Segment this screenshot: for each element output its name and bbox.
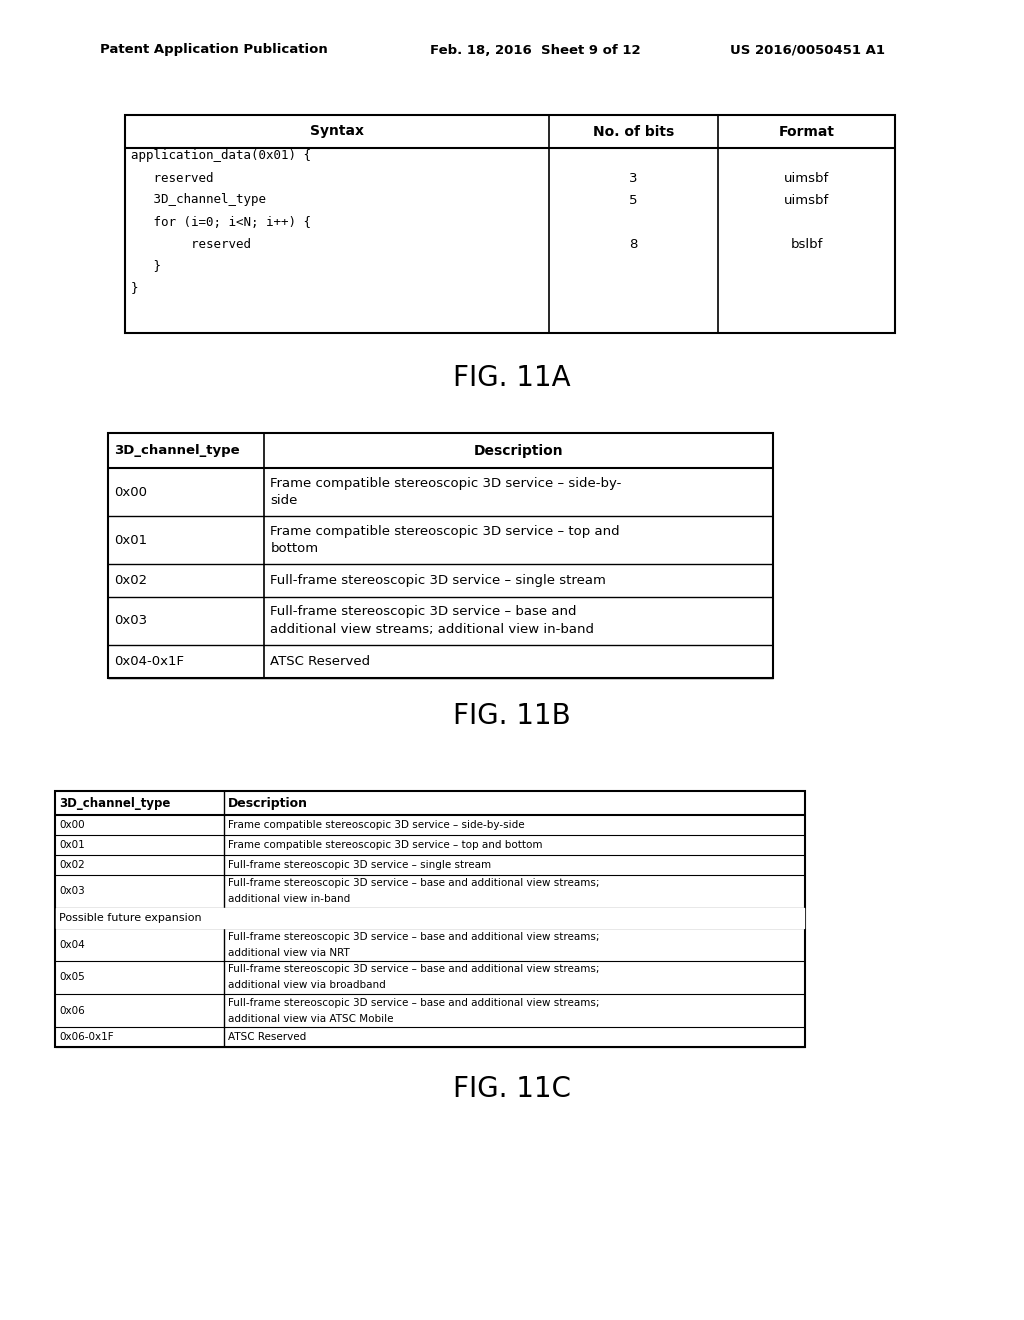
Text: 0x04: 0x04 (59, 940, 85, 949)
Text: FIG. 11C: FIG. 11C (453, 1074, 571, 1104)
Text: Frame compatible stereoscopic 3D service – side-by-: Frame compatible stereoscopic 3D service… (270, 477, 622, 490)
Text: 0x04-0x1F: 0x04-0x1F (114, 655, 184, 668)
Text: Feb. 18, 2016  Sheet 9 of 12: Feb. 18, 2016 Sheet 9 of 12 (430, 44, 641, 57)
Text: FIG. 11B: FIG. 11B (454, 702, 570, 730)
Text: reserved: reserved (131, 172, 213, 185)
Text: Description: Description (474, 444, 563, 458)
Text: Full-frame stereoscopic 3D service – base and additional view streams;: Full-frame stereoscopic 3D service – bas… (227, 998, 599, 1007)
Text: 0x01: 0x01 (114, 533, 147, 546)
Text: Full-frame stereoscopic 3D service – single stream: Full-frame stereoscopic 3D service – sin… (227, 861, 490, 870)
Text: reserved: reserved (131, 238, 251, 251)
Text: 3D_channel_type: 3D_channel_type (59, 796, 170, 809)
Text: US 2016/0050451 A1: US 2016/0050451 A1 (730, 44, 885, 57)
Text: 8: 8 (629, 238, 637, 251)
Text: Patent Application Publication: Patent Application Publication (100, 44, 328, 57)
Text: ATSC Reserved: ATSC Reserved (227, 1032, 306, 1041)
Text: 3D_channel_type: 3D_channel_type (114, 444, 240, 457)
Text: additional view via broadband: additional view via broadband (227, 981, 385, 990)
Text: additional view in-band: additional view in-band (227, 895, 350, 904)
Text: 0x00: 0x00 (59, 820, 85, 830)
Bar (125, 115, 895, 333)
Text: 0x06: 0x06 (59, 1006, 85, 1015)
Text: Frame compatible stereoscopic 3D service – side-by-side: Frame compatible stereoscopic 3D service… (227, 820, 524, 830)
Text: additional view via NRT: additional view via NRT (227, 948, 349, 957)
Text: Format: Format (778, 124, 835, 139)
Bar (108, 433, 773, 678)
Text: 0x05: 0x05 (59, 973, 85, 982)
Text: 0x02: 0x02 (59, 861, 85, 870)
Text: bottom: bottom (270, 543, 318, 556)
Text: application_data(0x01) {: application_data(0x01) { (131, 149, 311, 162)
Text: side: side (270, 495, 298, 507)
Text: Syntax: Syntax (309, 124, 364, 139)
Text: additional view via ATSC Mobile: additional view via ATSC Mobile (227, 1014, 393, 1023)
Text: additional view streams; additional view in-band: additional view streams; additional view… (270, 623, 594, 636)
Text: Frame compatible stereoscopic 3D service – top and bottom: Frame compatible stereoscopic 3D service… (227, 840, 543, 850)
Text: }: } (131, 281, 138, 294)
Text: 0x02: 0x02 (114, 574, 147, 587)
Text: No. of bits: No. of bits (593, 124, 674, 139)
Text: Full-frame stereoscopic 3D service – single stream: Full-frame stereoscopic 3D service – sin… (270, 574, 606, 587)
Text: 0x03: 0x03 (114, 615, 147, 627)
Text: 3: 3 (629, 172, 638, 185)
Text: bslbf: bslbf (791, 238, 822, 251)
Text: Frame compatible stereoscopic 3D service – top and: Frame compatible stereoscopic 3D service… (270, 524, 620, 537)
Text: Full-frame stereoscopic 3D service – base and additional view streams;: Full-frame stereoscopic 3D service – bas… (227, 879, 599, 888)
Text: 0x01: 0x01 (59, 840, 85, 850)
Text: }: } (131, 260, 161, 272)
Text: ATSC Reserved: ATSC Reserved (270, 655, 371, 668)
Text: uimsbf: uimsbf (783, 172, 829, 185)
Text: 0x03: 0x03 (59, 887, 85, 896)
Text: 5: 5 (629, 194, 638, 206)
Text: Description: Description (227, 796, 308, 809)
Text: Possible future expansion: Possible future expansion (59, 913, 202, 923)
Text: Full-frame stereoscopic 3D service – base and additional view streams;: Full-frame stereoscopic 3D service – bas… (227, 965, 599, 974)
Text: 3D_channel_type: 3D_channel_type (131, 194, 266, 206)
Text: Full-frame stereoscopic 3D service – base and: Full-frame stereoscopic 3D service – bas… (270, 606, 577, 619)
Text: 0x00: 0x00 (114, 486, 147, 499)
Text: 0x06-0x1F: 0x06-0x1F (59, 1032, 114, 1041)
Text: FIG. 11A: FIG. 11A (454, 364, 570, 392)
Text: uimsbf: uimsbf (783, 194, 829, 206)
Text: Full-frame stereoscopic 3D service – base and additional view streams;: Full-frame stereoscopic 3D service – bas… (227, 932, 599, 941)
Bar (55, 791, 805, 1047)
Text: for (i=0; i<N; i++) {: for (i=0; i<N; i++) { (131, 215, 311, 228)
